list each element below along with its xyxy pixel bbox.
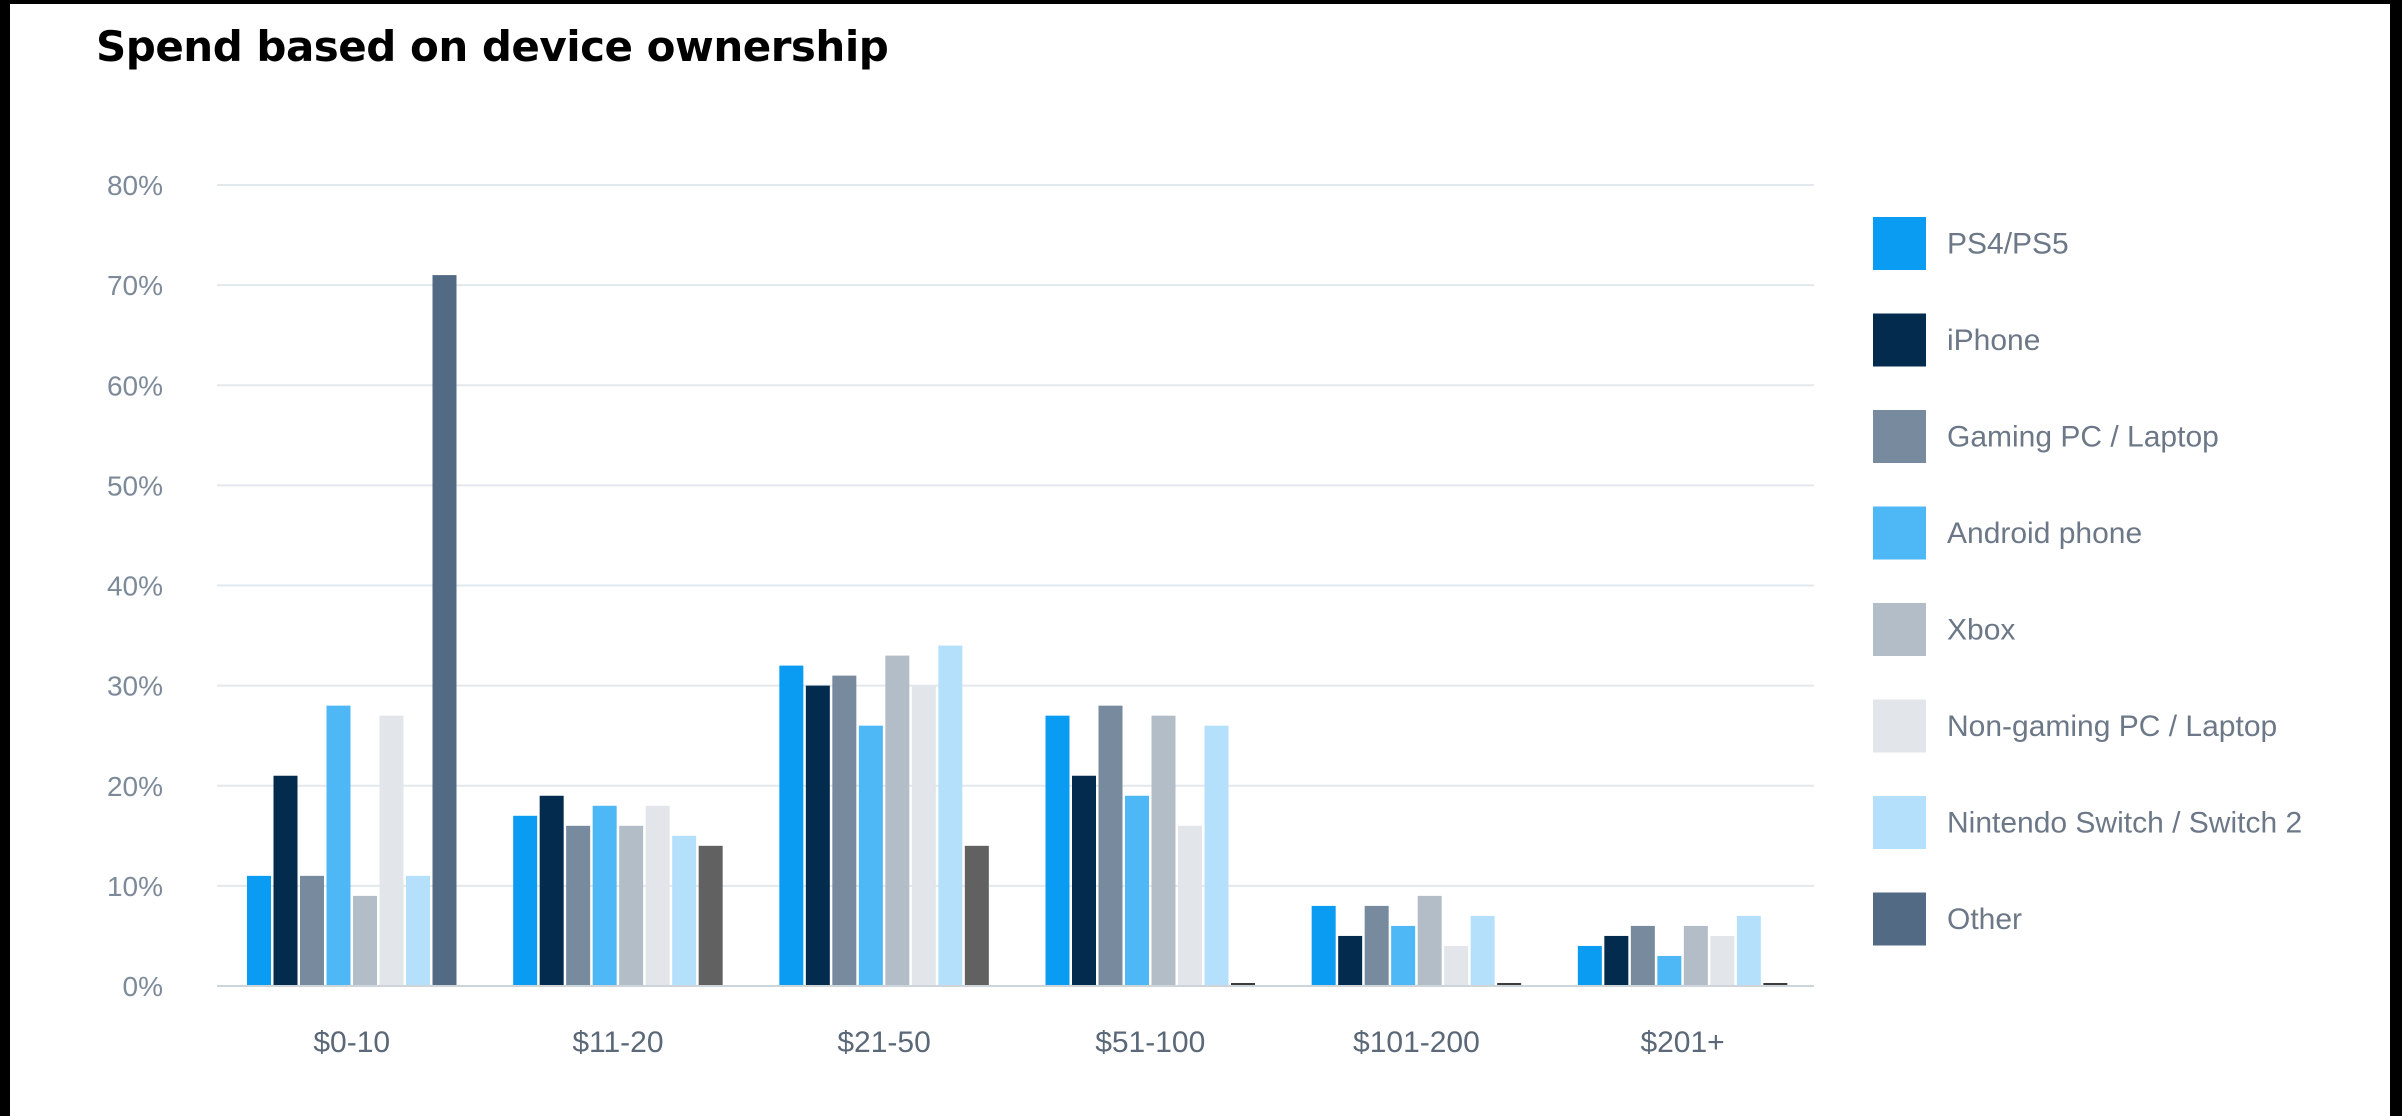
y-tick-label: 0% [123,971,163,1002]
chart-frame: Spend based on device ownership 0% 10% 20%… [10,4,2390,1116]
bar [1417,895,1442,986]
x-tick-label: $201+ [1640,1026,1724,1059]
y-tick-label: 70% [107,270,163,301]
bar [1604,935,1629,986]
y-axis: 0% 10% 20% 30% 40% 50% 60% 70% 80% [107,170,163,1002]
x-tick-label: $101-200 [1353,1026,1480,1059]
x-axis: $0-10 $11-20 $21-50 $51-100 $101-200 $201+ [217,985,1814,1059]
bar [353,895,377,986]
bar [1338,935,1363,986]
legend-swatch [1873,892,1926,946]
bar [1497,983,1522,986]
bar [1231,983,1255,986]
bar [619,825,644,986]
x-tick-label: $11-20 [572,1026,663,1059]
legend-swatch [1873,603,1926,656]
x-tick-label: $0-10 [313,1026,390,1059]
bar [1178,825,1202,986]
legend-swatch [1873,796,1926,849]
bar [1151,715,1176,986]
y-tick-label: 80% [107,170,163,201]
bar [645,805,670,986]
bar [938,645,963,986]
legend-label: Non-gaming PC / Laptop [1947,710,2277,743]
bar [247,875,271,986]
y-tick-label: 20% [107,771,163,802]
bar [1125,795,1149,986]
bar [1630,925,1655,986]
gridlines [217,184,1814,887]
legend-label: Android phone [1947,517,2142,550]
bar [858,725,883,986]
bar [1444,945,1469,986]
bar [379,715,404,986]
bar [1045,715,1070,986]
bar [1683,925,1708,986]
legend-label: Gaming PC / Laptop [1947,421,2219,454]
x-tick-label: $51-100 [1095,1026,1205,1059]
bar [300,875,324,986]
bar [1710,935,1735,986]
bar [1204,725,1229,986]
y-tick-label: 50% [107,470,163,501]
legend-swatch [1873,313,1926,367]
bar [1657,955,1682,986]
bar [1470,915,1495,986]
legend-label: Xbox [1947,614,2015,647]
legend-swatch [1873,410,1926,463]
bar-chart: 0% 10% 20% 30% 40% 50% 60% 70% 80% $0-10 $11-20 $2… [107,170,2302,1059]
bar [1736,915,1761,986]
bar [885,655,910,986]
bar [566,825,591,986]
bar [1098,705,1123,986]
bar [698,845,723,986]
y-tick-label: 40% [107,571,163,602]
bar [832,675,857,986]
y-tick-label: 30% [107,671,163,702]
bar [406,875,430,986]
bar [513,815,538,986]
bar [539,795,564,986]
bar [1763,983,1788,986]
bar [911,685,936,986]
bar [1364,905,1389,986]
bar [672,835,697,986]
bar [326,705,351,986]
legend-label: iPhone [1947,324,2040,357]
legend-label: Nintendo Switch / Switch 2 [1947,807,2302,840]
bar [1311,905,1336,986]
y-tick-label: 10% [107,871,163,902]
legend-swatch [1873,506,1926,560]
legend-label: Other [1947,903,2022,936]
bar [1391,925,1416,986]
bar [964,845,989,986]
bar [805,685,830,986]
legend-swatch [1873,217,1926,270]
legend-label: PS4/PS5 [1947,228,2069,261]
x-tick-label: $21-50 [837,1026,930,1059]
chart-title: Spend based on device ownership [96,22,889,71]
bar [432,275,457,986]
bar [592,805,617,986]
bar [273,775,298,986]
bar [1577,945,1602,986]
bars [247,275,1788,986]
legend: PS4/PS5 iPhone Gaming PC / Laptop Android p… [1873,217,2302,946]
bar [779,665,804,986]
legend-swatch [1873,699,1926,753]
y-tick-label: 60% [107,370,163,401]
bar [1072,775,1096,986]
